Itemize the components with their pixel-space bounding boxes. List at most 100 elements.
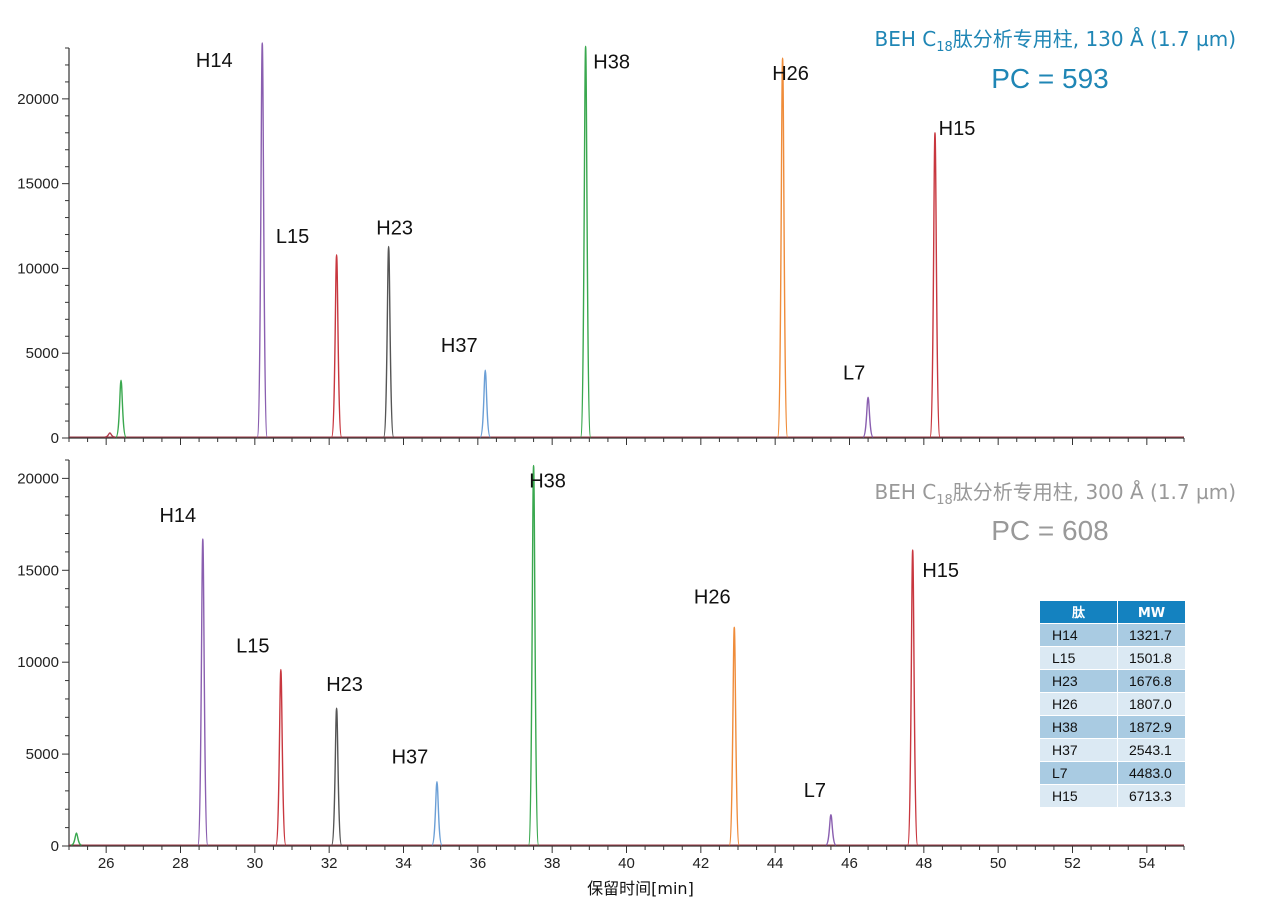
peak-trace: [275, 668, 287, 846]
table-row-mw: 1321.7: [1129, 627, 1172, 643]
peak-label: H14: [196, 50, 233, 72]
table-cell: [1040, 739, 1117, 761]
peak-trace: [579, 45, 592, 438]
peak-trace: [929, 132, 941, 438]
table-row-peptide: H26: [1052, 696, 1078, 712]
x-tick-label: 38: [544, 855, 561, 872]
peak-label: H15: [939, 118, 976, 140]
y-tick-label: 5000: [26, 746, 59, 763]
table-row-peptide: H23: [1052, 673, 1078, 689]
peak-trace: [825, 814, 837, 846]
x-tick-label: 26: [98, 855, 115, 872]
table-row-mw: 2543.1: [1129, 742, 1172, 758]
table-cell: [1040, 762, 1117, 784]
table-row-mw: 6713.3: [1129, 788, 1172, 804]
y-tick-label: 20000: [17, 91, 59, 108]
column-title: BEH C18肽分析专用柱, 300 Å (1.7 µm): [874, 480, 1236, 508]
x-tick-label: 34: [395, 855, 412, 872]
table-row-mw: 4483.0: [1129, 765, 1172, 781]
x-tick-label: 40: [618, 855, 635, 872]
x-tick-label: 28: [172, 855, 189, 872]
peak-capacity-label: PC = 593: [991, 63, 1109, 94]
peak-label: H14: [159, 505, 196, 527]
table-cell: [1118, 670, 1185, 692]
peak-trace: [431, 780, 443, 846]
y-tick-label: 20000: [17, 470, 59, 487]
table-cell: [1118, 785, 1185, 807]
column-title: BEH C18肽分析专用柱, 130 Å (1.7 µm): [874, 27, 1236, 55]
table-row-peptide: H37: [1052, 742, 1078, 758]
y-tick-label: 10000: [17, 654, 59, 671]
peak-label: H15: [922, 560, 959, 582]
y-tick-label: 10000: [17, 260, 59, 277]
chromatogram-panel-2: 0 5000 10000 15000 20000 26 28 30 32 34 36 38 40 42 44…: [17, 459, 1236, 898]
peak-label: H38: [593, 51, 630, 73]
peak-trace: [862, 396, 874, 438]
x-tick-label: 42: [692, 855, 709, 872]
table-header-cell: [1118, 601, 1185, 623]
x-axis-label: 保留时间[min]: [587, 879, 694, 898]
table-row-mw: 1872.9: [1129, 719, 1172, 735]
peak-trace: [71, 832, 82, 846]
peak-trace: [906, 549, 919, 846]
table-header-text: 肽: [1072, 606, 1086, 621]
y-tick-label: 15000: [17, 562, 59, 579]
peak-label: L15: [276, 226, 309, 248]
peak-label: L15: [236, 636, 269, 658]
peak-label: H26: [772, 63, 809, 85]
x-tick-label: 50: [990, 855, 1007, 872]
y-tick-label: 0: [51, 430, 59, 447]
table-header-text: MW: [1138, 606, 1165, 621]
peak-label: H37: [441, 335, 478, 357]
peak-label: H23: [376, 217, 413, 239]
y-tick-label: 15000: [17, 176, 59, 193]
peak-trace: [115, 379, 127, 438]
table-row-mw: 1676.8: [1129, 673, 1172, 689]
peak-label: H26: [694, 586, 731, 608]
peak-trace: [479, 369, 491, 438]
table-cell: [1118, 739, 1185, 761]
table-row-peptide: H15: [1052, 788, 1078, 804]
table-row-peptide: H14: [1052, 627, 1078, 643]
table-cell: [1118, 624, 1185, 646]
x-tick-label: 46: [841, 855, 858, 872]
y-tick-label: 5000: [26, 345, 59, 362]
peak-trace: [382, 245, 395, 438]
x-tick-label: 30: [246, 855, 263, 872]
table-cell: [1040, 624, 1117, 646]
peak-trace: [104, 432, 115, 438]
peak-label: H37: [392, 747, 429, 769]
peak-label: H38: [529, 471, 566, 493]
x-tick-label: 36: [469, 855, 486, 872]
peak-capacity-label: PC = 608: [991, 515, 1109, 546]
x-tick-label: 48: [915, 855, 932, 872]
table-row-mw: 1807.0: [1129, 696, 1172, 712]
table-cell: [1118, 716, 1185, 738]
table-row-mw: 1501.8: [1129, 650, 1172, 666]
table-cell: [1040, 716, 1117, 738]
peak-trace: [776, 57, 789, 438]
table-header-cell: [1040, 601, 1117, 623]
chromatogram-panel-1: 0 5000 10000 15000 20000 H14 L15 H23 H37 H38 H26 L7…: [17, 27, 1236, 447]
table-row-peptide: L7: [1052, 765, 1068, 781]
peak-trace: [728, 626, 740, 846]
peak-label: H23: [326, 674, 363, 696]
table-cell: [1118, 762, 1185, 784]
peak-trace: [330, 707, 343, 846]
x-tick-label: 44: [767, 855, 784, 872]
table-cell: [1040, 670, 1117, 692]
peak-trace: [330, 254, 343, 438]
table-cell: [1118, 693, 1185, 715]
mw-table: 肽 MW H14 1321.7 L15 1501.8 H23 1676.8 H26 1807.0 H…: [1040, 601, 1185, 807]
table-row-peptide: H38: [1052, 719, 1078, 735]
table-cell: [1040, 785, 1117, 807]
table-row-peptide: L15: [1052, 650, 1076, 666]
x-tick-label: 32: [321, 855, 338, 872]
table-cell: [1040, 693, 1117, 715]
x-tick-label: 54: [1138, 855, 1155, 872]
x-tick-label: 52: [1064, 855, 1081, 872]
table-cell: [1118, 647, 1185, 669]
table-cell: [1040, 647, 1117, 669]
peak-trace: [197, 538, 209, 846]
